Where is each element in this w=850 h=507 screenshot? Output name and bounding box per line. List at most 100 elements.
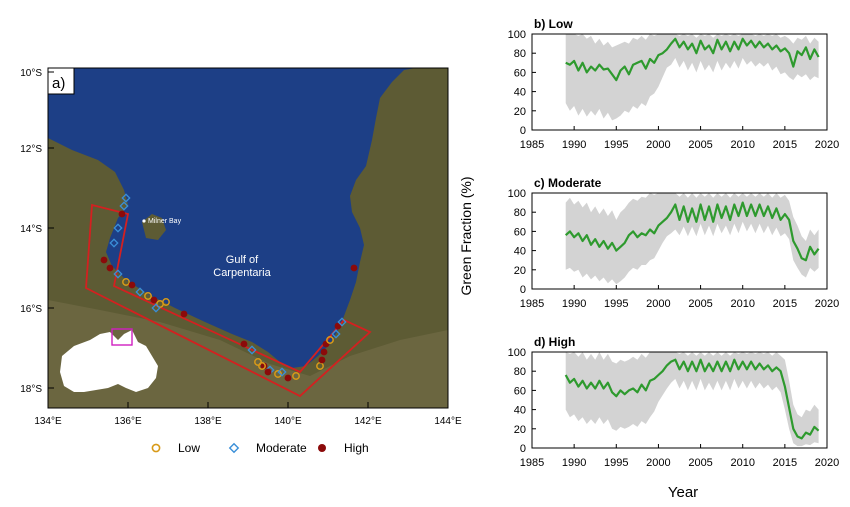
chart-title: b) Low — [534, 17, 573, 31]
lat-tick-label: 14°S — [20, 224, 42, 235]
legend-label: High — [344, 441, 369, 455]
site-marker-low — [292, 372, 300, 380]
site-marker-high — [320, 348, 328, 356]
map-ticks: 10°S 12°S 14°S 16°S 18°S 134°E 136°E 138°E 140°E… — [20, 68, 462, 427]
x-tick-label: 2000 — [646, 457, 670, 469]
lat-tick-label: 16°S — [20, 304, 42, 315]
site-marker-high — [128, 281, 136, 289]
map-island — [142, 214, 166, 240]
y-tick-label: 40 — [514, 246, 526, 258]
site-marker-moderate — [119, 201, 129, 211]
x-tick-label: 2010 — [730, 457, 754, 469]
site-marker-high — [240, 340, 248, 348]
map-panel: a) Gulf of Carpentaria Milner Bay 10°S 12… — [20, 67, 462, 455]
y-tick-label: 80 — [514, 366, 526, 378]
y-tick-label: 100 — [508, 188, 526, 200]
x-tick-label: 2020 — [815, 457, 839, 469]
lon-tick-label: 140°E — [274, 416, 302, 427]
site-marker-high — [264, 368, 272, 376]
legend-label: Moderate — [256, 441, 307, 455]
site-marker-moderate — [337, 317, 347, 327]
y-tick-label: 0 — [520, 443, 526, 455]
site-marker-high — [322, 340, 330, 348]
y-tick-label: 60 — [514, 67, 526, 79]
x-tick-label: 1990 — [562, 298, 586, 310]
y-tick-label: 20 — [514, 106, 526, 118]
x-tick-label: 2005 — [688, 298, 712, 310]
plot-frame — [531, 192, 828, 290]
y-tick-label: 100 — [508, 347, 526, 359]
x-tick-label: 2015 — [773, 139, 797, 151]
y-tick-label: 100 — [508, 29, 526, 41]
y-tick-label: 80 — [514, 207, 526, 219]
legend-marker-low — [151, 443, 161, 453]
site-marker-moderate — [121, 193, 131, 203]
chart-panel-2: 0 20 40 60 80 100 1985 1990 1995 2000 2005 2010 2015… — [508, 176, 840, 310]
site-marker-high — [118, 210, 126, 218]
y-tick-label: 0 — [520, 125, 526, 137]
chart-panel-1: 0 20 40 60 80 100 1985 1990 1995 2000 2005 2010 2015… — [508, 17, 840, 151]
x-tick-label: 1995 — [604, 457, 628, 469]
legend-marker-moderate — [228, 442, 240, 454]
site-marker-low — [254, 358, 262, 366]
x-tick-label: 2020 — [815, 298, 839, 310]
x-tick-label: 1985 — [520, 139, 544, 151]
site-marker-low — [326, 336, 334, 344]
x-tick-label: 2010 — [730, 298, 754, 310]
place-marker — [142, 219, 146, 223]
site-marker-low — [122, 278, 130, 286]
x-tick-label: 2015 — [773, 298, 797, 310]
lat-tick-label: 12°S — [20, 144, 42, 155]
shared-x-label: Year — [668, 484, 698, 501]
range-band — [565, 34, 819, 121]
lat-tick-label: 10°S — [20, 68, 42, 79]
site-marker-moderate — [151, 303, 161, 313]
x-tick-label: 2015 — [773, 457, 797, 469]
x-tick-label: 1990 — [562, 457, 586, 469]
site-marker-moderate — [135, 287, 145, 297]
lon-tick-label: 138°E — [194, 416, 222, 427]
lon-tick-label: 134°E — [34, 416, 62, 427]
gulf-label-1: Gulf of — [226, 254, 259, 266]
chart-title: c) Moderate — [534, 176, 602, 190]
map-legend: Low Moderate High — [151, 441, 369, 455]
series-line — [564, 358, 820, 440]
map-panel-label: a) — [52, 75, 65, 92]
site-marker-high — [284, 374, 292, 382]
x-tick-label: 2010 — [730, 139, 754, 151]
x-tick-label: 1985 — [520, 457, 544, 469]
australia-inset — [60, 330, 158, 392]
site-marker-high — [260, 362, 268, 370]
inset-box — [111, 328, 133, 346]
site-marker-high — [318, 356, 326, 364]
site-marker-moderate — [331, 329, 341, 339]
x-tick-label: 2005 — [688, 139, 712, 151]
place-label: Milner Bay — [148, 218, 182, 225]
x-tick-label: 2000 — [646, 298, 670, 310]
chart-panel-3: 0 20 40 60 80 100 1985 1990 1995 2000 2005 2010 2015… — [508, 335, 840, 469]
site-marker-low — [144, 292, 152, 300]
site-marker-moderate — [113, 223, 123, 233]
y-tick-label: 60 — [514, 226, 526, 238]
plot-frame — [531, 351, 828, 449]
shared-y-label: Green Fraction (%) — [458, 176, 474, 295]
map-frame — [47, 67, 449, 409]
y-tick-label: 20 — [514, 424, 526, 436]
x-tick-label: 1995 — [604, 298, 628, 310]
y-tick-label: 0 — [520, 284, 526, 296]
lon-tick-label: 142°E — [354, 416, 382, 427]
site-marker-low — [162, 298, 170, 306]
site-marker-high — [334, 322, 342, 330]
site-marker-moderate — [247, 345, 257, 355]
lat-tick-label: 18°S — [20, 384, 42, 395]
y-tick-label: 60 — [514, 385, 526, 397]
plot-frame — [531, 33, 828, 131]
y-tick-label: 40 — [514, 87, 526, 99]
site-marker-low — [316, 362, 324, 370]
y-tick-label: 20 — [514, 265, 526, 277]
gulf-label-2: Carpentaria — [213, 267, 271, 279]
site-marker-high — [100, 256, 108, 264]
legend-marker-high — [318, 444, 326, 452]
x-tick-label: 1990 — [562, 139, 586, 151]
